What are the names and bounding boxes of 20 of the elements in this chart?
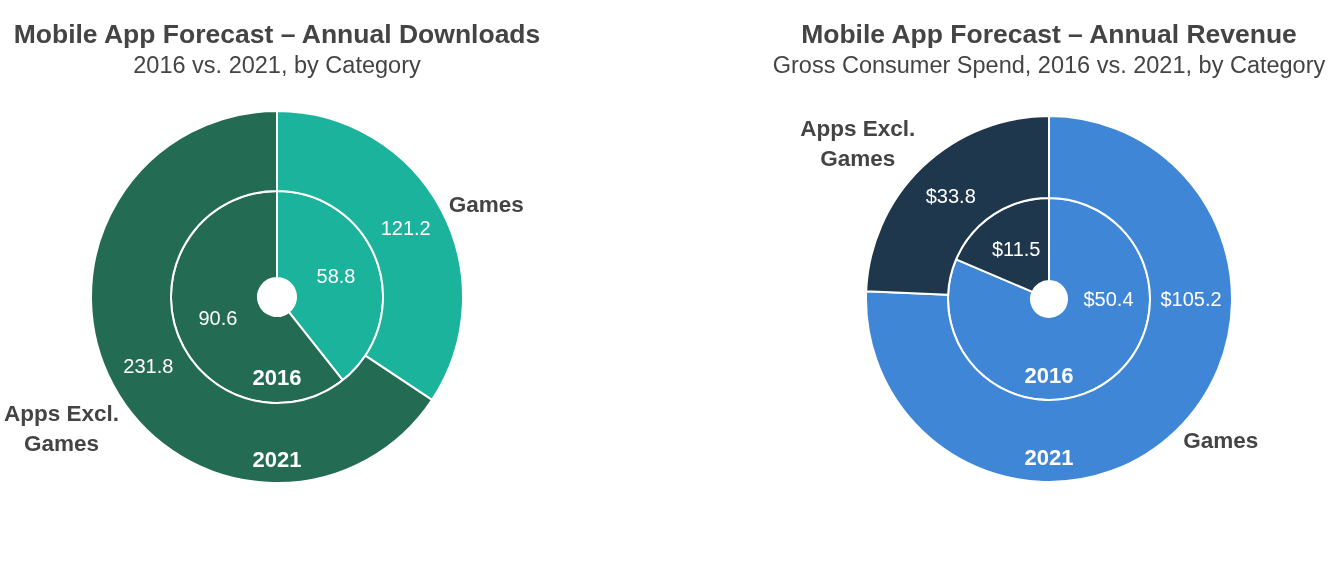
data-label: $105.2 (1160, 288, 1222, 310)
slice-label: Games (1183, 427, 1259, 453)
data-label: 121.2 (380, 217, 431, 240)
chart-subtitle: Gross Consumer Spend, 2016 vs. 2021, by Category (772, 52, 1326, 78)
slice-label: 2021 (1024, 444, 1074, 470)
chart-title: Mobile App Forecast – Annual Downloads (13, 19, 541, 49)
data-label: $33.8 (925, 185, 976, 208)
slice-label: Apps Excl. Games (800, 115, 916, 171)
data-label: $11.5 (991, 238, 1041, 261)
slice-label: 2016 (1024, 362, 1074, 388)
slice-label: 2021 (252, 446, 302, 472)
data-label: 90.6 (198, 306, 238, 329)
slice-label: Games (448, 191, 524, 217)
chart-title: Mobile App Forecast – Annual Revenue (801, 19, 1297, 49)
data-label: $50.4 (1083, 288, 1134, 310)
chart-subtitle: 2016 vs. 2021, by Category (133, 52, 421, 78)
slice-label: 2016 (252, 364, 302, 390)
slice-label: Apps Excl. Games (4, 400, 120, 456)
data-label: 58.8 (316, 265, 356, 288)
data-label: 231.8 (123, 354, 174, 377)
